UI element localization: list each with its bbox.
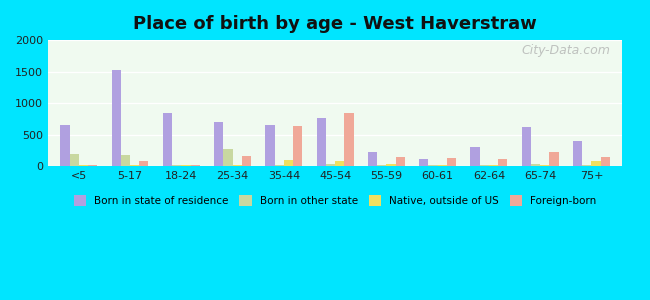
Bar (181, 165, 190, 166)
Bar (139, 161, 148, 166)
Bar (326, 164, 335, 166)
Bar (573, 141, 582, 166)
Bar (489, 164, 498, 166)
Bar (368, 152, 377, 167)
Bar (531, 164, 540, 166)
Bar (396, 157, 405, 166)
Bar (163, 113, 172, 167)
Bar (471, 148, 480, 166)
Bar (317, 118, 326, 166)
Bar (582, 164, 592, 166)
Bar (377, 164, 386, 166)
Bar (540, 164, 549, 166)
Bar (265, 125, 274, 166)
Text: City-Data.com: City-Data.com (522, 44, 611, 57)
Bar (284, 160, 293, 167)
Title: Place of birth by age - West Haverstraw: Place of birth by age - West Haverstraw (133, 15, 537, 33)
Bar (214, 122, 224, 166)
Bar (293, 126, 302, 167)
Bar (242, 156, 251, 167)
Legend: Born in state of residence, Born in other state, Native, outside of US, Foreign-: Born in state of residence, Born in othe… (70, 192, 600, 209)
Bar (386, 164, 396, 166)
Bar (70, 154, 79, 166)
Bar (601, 157, 610, 166)
Bar (335, 161, 345, 167)
Bar (112, 70, 121, 166)
Bar (121, 155, 130, 167)
Bar (79, 165, 88, 166)
Bar (172, 164, 181, 166)
Bar (592, 161, 601, 166)
Bar (60, 125, 70, 166)
Bar (549, 152, 558, 167)
Bar (224, 149, 233, 167)
Bar (428, 164, 437, 166)
Bar (344, 113, 354, 167)
Bar (522, 127, 531, 167)
Bar (480, 164, 489, 166)
Bar (498, 159, 508, 167)
Bar (419, 159, 428, 167)
Bar (447, 158, 456, 166)
Bar (437, 164, 447, 166)
Bar (233, 164, 242, 166)
Bar (130, 165, 139, 166)
Bar (274, 164, 284, 166)
Bar (88, 165, 97, 166)
Bar (190, 165, 200, 166)
